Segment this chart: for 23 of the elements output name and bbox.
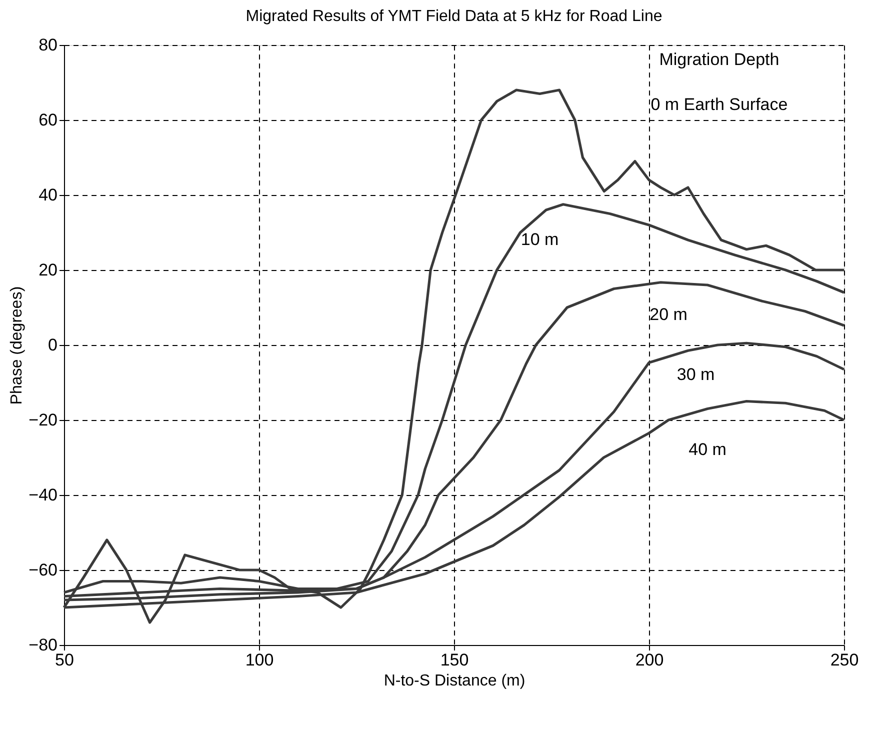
x-tick-label: 250	[830, 650, 859, 670]
y-tick-label: 80	[38, 36, 58, 54]
x-tick-label: 50	[55, 650, 74, 670]
y-tick-label: 20	[38, 260, 58, 280]
y-tick-label: 0	[48, 336, 58, 354]
y-tick-label: −20	[28, 410, 58, 430]
x-tick-label: 150	[440, 650, 469, 670]
y-tick-label: 40	[38, 186, 58, 204]
y-tick-label: −60	[28, 560, 58, 580]
series-label: 20 m	[650, 305, 688, 324]
y-tick-label: −80	[28, 636, 58, 654]
y-tick-label: −40	[28, 486, 58, 504]
series-label: 30 m	[676, 365, 715, 384]
x-axis-title: N-to-S Distance (m)	[384, 672, 526, 690]
series-label: 10 m	[520, 230, 559, 249]
series-label: 40 m	[688, 440, 726, 459]
y-tick-label: 60	[38, 110, 58, 130]
x-tick-label: 100	[245, 650, 274, 670]
x-tick-label: 200	[635, 650, 664, 670]
y-axis-title: Phase (degrees)	[8, 286, 26, 405]
chart-title: Migrated Results of YMT Field Data at 5 kHz for Road Line	[246, 8, 662, 25]
text: 0 m Earth Surface	[650, 95, 788, 114]
legend-title: Migration Depth	[659, 50, 780, 69]
